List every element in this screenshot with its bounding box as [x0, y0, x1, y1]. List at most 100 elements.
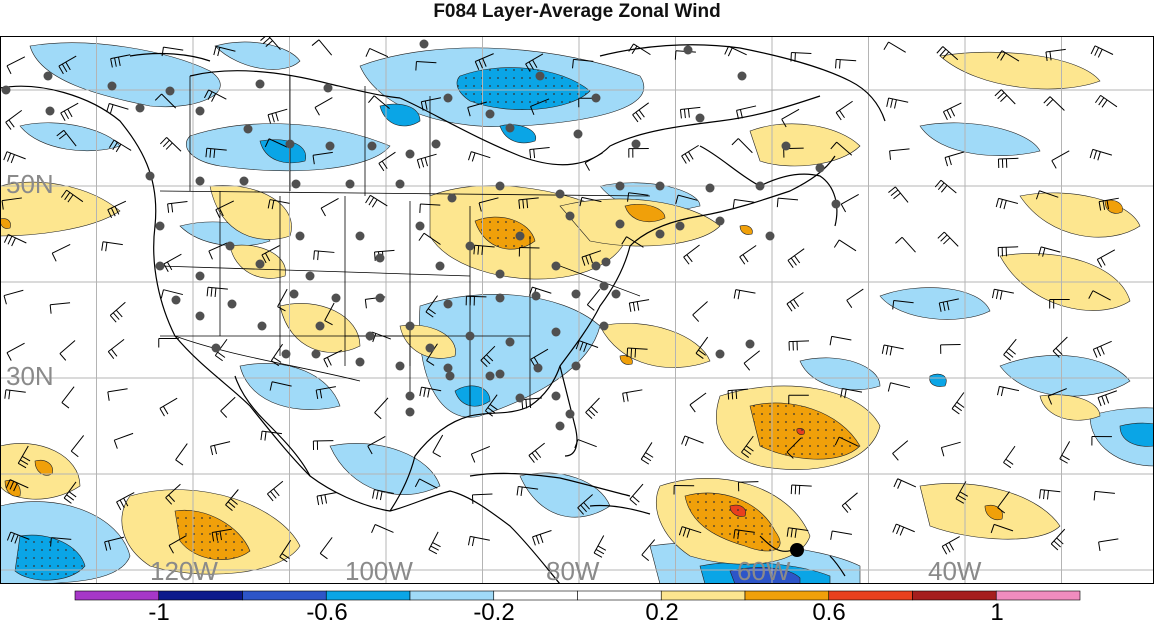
wind-barb: [992, 288, 1014, 300]
wind-barb: [830, 141, 853, 156]
station-dot: [419, 39, 429, 49]
station-dot: [255, 79, 265, 89]
lon-labels: 120W 100W 80W 60W 40W: [150, 556, 982, 584]
wind-barb: [61, 386, 75, 409]
station-dot: [505, 123, 515, 133]
wind-barb: [60, 189, 84, 203]
station-dot: [715, 349, 725, 359]
wind-barb: [996, 50, 1020, 62]
station-dot: [571, 361, 581, 371]
station-dot: [565, 409, 575, 419]
station-dot: [535, 71, 545, 81]
station-dot: [443, 299, 453, 309]
station-dot: [555, 189, 565, 199]
wind-barb: [937, 231, 959, 247]
wind-barb: [372, 489, 395, 501]
station-dot: [405, 407, 415, 417]
wind-barb: [6, 56, 26, 75]
lon-label-60w: 60W: [737, 556, 791, 584]
wind-barb: [116, 492, 135, 511]
station-dot: [755, 181, 765, 191]
wind-barb: [841, 492, 858, 513]
wind-barb: [1050, 528, 1066, 551]
wind-barb: [579, 196, 602, 207]
wind-barb: [994, 89, 1016, 105]
wind-barb: [585, 397, 600, 420]
wind-barb: [160, 289, 183, 299]
station-dot: [555, 421, 565, 431]
wind-barb: [790, 52, 812, 62]
wind-barb: [786, 437, 802, 459]
wind-barb: [1090, 45, 1114, 58]
station-dot: [45, 106, 55, 116]
wind-barb: [940, 441, 961, 457]
wind-barb: [368, 95, 390, 110]
station-dot: [1, 85, 11, 95]
station-dot: [599, 281, 609, 291]
wind-barb: [886, 97, 909, 109]
wind-barb: [626, 347, 648, 358]
wind-barb: [1092, 340, 1112, 358]
station-dot: [367, 141, 377, 151]
station-dot: [485, 371, 495, 381]
station-dot: [325, 141, 335, 151]
wind-barb: [4, 389, 26, 400]
wind-barb: [213, 45, 236, 57]
station-dot: [395, 179, 405, 189]
wind-barb: [1035, 190, 1059, 200]
wind-barb: [419, 386, 442, 398]
wind-barb: [733, 529, 755, 540]
station-dot: [43, 71, 53, 81]
wind-barb: [267, 199, 290, 210]
station-dot: [655, 181, 665, 191]
station-dot: [571, 289, 581, 299]
station-dot: [135, 103, 145, 113]
wind-barb: [743, 350, 760, 371]
wind-barb: [269, 381, 292, 391]
wind-barb: [640, 442, 654, 465]
station-dot: [405, 321, 415, 331]
wind-barb: [997, 491, 1010, 514]
wind-barb: [214, 338, 228, 362]
lon-label-100w: 100W: [345, 556, 413, 584]
wind-barb: [211, 528, 232, 542]
wind-barb: [621, 236, 644, 248]
wind-barb: [727, 388, 748, 400]
wind-barb: [312, 440, 334, 450]
colorbar: -1 -0.6 -0.2 0.2 0.6 1: [74, 590, 1081, 622]
wind-barb: [1098, 197, 1119, 211]
wind-barb: [1003, 338, 1017, 361]
wind-barb: [49, 302, 71, 314]
station-dot: [675, 221, 685, 231]
wind-barb: [936, 46, 959, 61]
wind-barb: [786, 527, 809, 538]
wind-barb: [990, 523, 1014, 534]
station-dot: [365, 331, 375, 341]
wind-barb: [165, 483, 181, 505]
station-dot: [591, 261, 601, 271]
wind-barb: [741, 435, 754, 458]
station-dot: [323, 83, 333, 93]
station-dot: [551, 261, 561, 271]
colorbar-label-02: 0.2: [645, 599, 678, 622]
wind-barb: [158, 337, 179, 348]
wind-barb: [378, 151, 396, 172]
colorbar-label-06: 0.6: [812, 599, 845, 622]
wind-barb: [695, 336, 709, 359]
wind-barb: [418, 232, 441, 245]
station-dot: [285, 139, 295, 149]
station-dot: [255, 259, 265, 269]
wind-barb: [997, 157, 1019, 169]
wind-barb: [478, 197, 499, 212]
wind-barb: [6, 342, 25, 361]
wind-barb: [934, 179, 957, 194]
station-dot: [415, 221, 425, 231]
wind-barb: [892, 299, 914, 310]
wind-barb: [215, 200, 235, 218]
colorbar-bin: [995, 590, 1081, 601]
wind-barb: [731, 138, 753, 154]
wind-barb: [518, 247, 540, 257]
station-dot: [601, 257, 611, 267]
wind-barb: [316, 491, 337, 506]
lon-label-120w: 120W: [150, 556, 218, 584]
